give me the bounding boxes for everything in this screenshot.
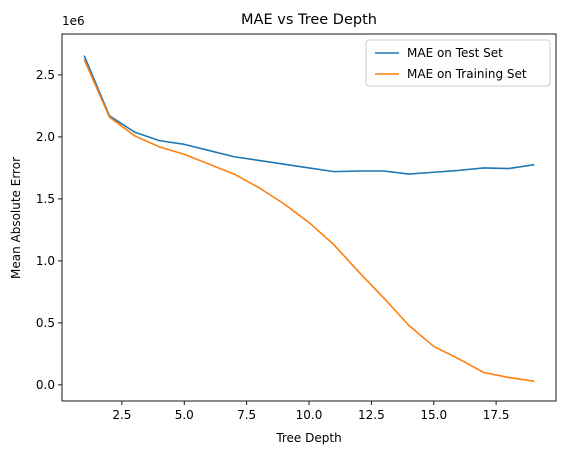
x-tick-label: 15.0 — [420, 408, 447, 422]
y-tick-label: 0.0 — [36, 378, 55, 392]
x-tick-label: 17.5 — [483, 408, 510, 422]
x-axis-label: Tree Depth — [275, 431, 341, 445]
y-tick-label: 1.5 — [36, 192, 55, 206]
plot-area — [61, 33, 557, 402]
x-tick-label: 12.5 — [358, 408, 385, 422]
legend-box — [365, 39, 551, 87]
plot-background — [62, 34, 556, 401]
legend: MAE on Test Set MAE on Training Set — [365, 39, 551, 87]
legend-label-1: MAE on Test Set — [407, 46, 503, 60]
x-tick-label: 2.5 — [112, 408, 131, 422]
chart-title: MAE vs Tree Depth — [241, 12, 377, 28]
x-tick-label: 5.0 — [175, 408, 194, 422]
legend-label-2: MAE on Training Set — [407, 67, 527, 81]
series-line-1 — [83, 55, 535, 175]
y-tick-label: 2.0 — [36, 130, 55, 144]
y-tick-label: 1.0 — [36, 254, 55, 268]
series-line-2 — [83, 58, 535, 383]
y-scale-label: 1e6 — [62, 14, 85, 28]
x-tick-label: 7.5 — [237, 408, 256, 422]
y-axis-label: Mean Absolute Error — [9, 157, 23, 279]
y-tick-label: 2.5 — [36, 68, 55, 82]
y-axis: 0.0 0.5 1.0 1.5 2.0 2.5 — [36, 68, 62, 392]
x-axis: 2.5 5.0 7.5 10.0 12.5 15.0 17.5 — [112, 401, 509, 422]
y-tick-label: 0.5 — [36, 316, 55, 330]
x-tick-label: 10.0 — [296, 408, 323, 422]
series-layer — [83, 55, 535, 383]
